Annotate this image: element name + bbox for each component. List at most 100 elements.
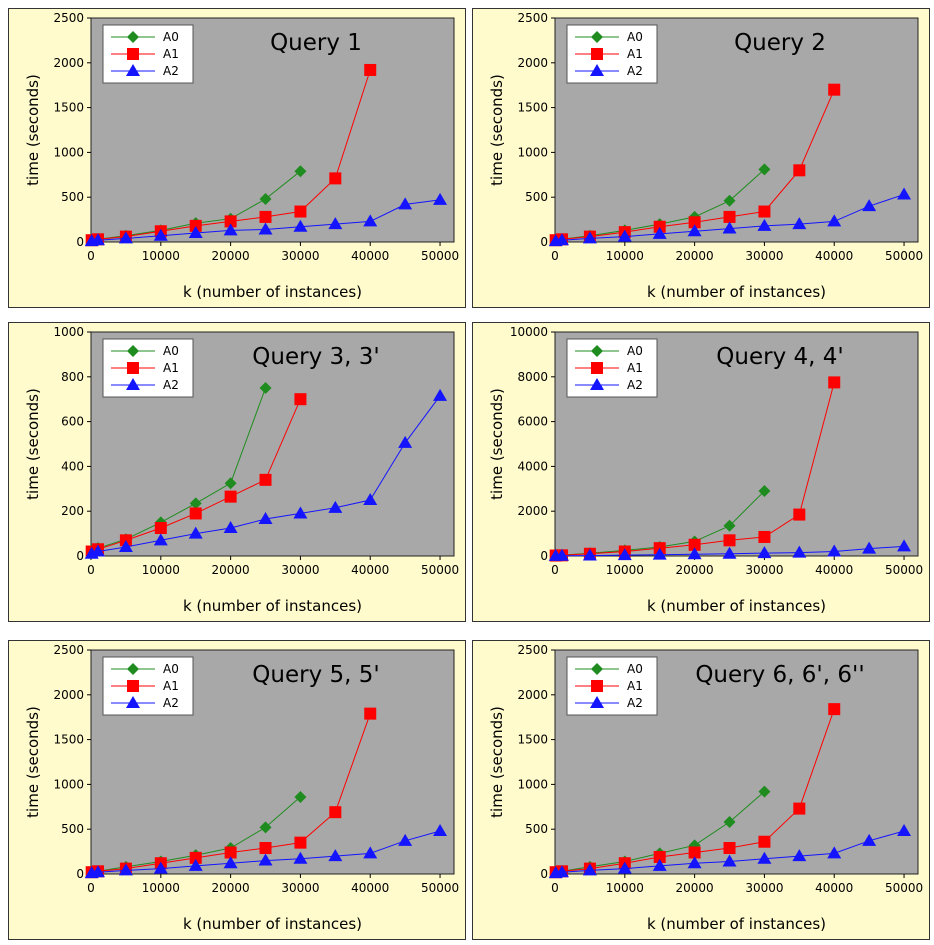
y-tick-label: 2000 xyxy=(53,688,84,702)
data-point-a1 xyxy=(688,846,701,859)
data-point-a2 xyxy=(363,493,378,505)
chart-query-1: 0 500 1000 1500 2000 2500 0 10000 20000 30000 4000… xyxy=(8,8,466,308)
data-point-a2 xyxy=(293,851,308,864)
y-tick-label: 6000 xyxy=(517,415,548,429)
chart-panel-query-6: 0 500 1000 1500 2000 2500 0 10000 20000 30000 4000… xyxy=(472,640,930,940)
data-point-a2 xyxy=(617,229,632,242)
legend-label-a1: A1 xyxy=(627,47,643,61)
x-tick-label: 30000 xyxy=(281,881,319,895)
y-tick-label: 2000 xyxy=(53,56,84,70)
y-tick-label: 1000 xyxy=(517,777,548,791)
legend-label-a2: A2 xyxy=(163,696,179,710)
x-tick-label: 50000 xyxy=(885,563,923,577)
x-tick-label: 20000 xyxy=(212,249,250,263)
x-tick-label: 50000 xyxy=(421,881,459,895)
data-point-a0 xyxy=(189,497,202,510)
y-tick-label: 0 xyxy=(540,867,548,881)
data-point-a1 xyxy=(723,210,736,223)
y-tick-label: 800 xyxy=(61,370,84,384)
data-point-a1 xyxy=(793,802,806,815)
data-point-a1 xyxy=(294,205,307,218)
y-tick-label: 1500 xyxy=(517,733,548,747)
data-point-a2 xyxy=(328,217,343,230)
legend-label-a2: A2 xyxy=(627,696,643,710)
legend-label-a2: A2 xyxy=(163,378,179,392)
data-point-a0 xyxy=(224,477,237,490)
legend-label-a1: A1 xyxy=(163,679,179,693)
x-tick-label: 10000 xyxy=(142,563,180,577)
chart-panel-query-2: 0 500 1000 1500 2000 2500 0 10000 20000 30000 4000… xyxy=(472,8,930,308)
data-point-a2 xyxy=(554,548,569,561)
data-point-a2 xyxy=(90,865,105,878)
legend-marker-a1 xyxy=(127,48,139,60)
data-point-a2 xyxy=(897,823,912,836)
data-point-a0 xyxy=(723,519,736,532)
y-tick-label: 0 xyxy=(76,549,84,563)
legend-label-a2: A2 xyxy=(627,378,643,392)
legend-label-a0: A0 xyxy=(627,344,643,358)
chart-title: Query 4, 4' xyxy=(716,344,843,370)
data-point-a1 xyxy=(688,216,701,229)
data-point-a1 xyxy=(329,806,342,819)
series-line-a1 xyxy=(91,69,371,241)
legend-label-a2: A2 xyxy=(163,64,179,78)
data-point-a2 xyxy=(258,853,273,866)
legend-marker-a1 xyxy=(591,362,603,374)
series-line-a2 xyxy=(555,194,905,242)
data-point-a2 xyxy=(258,512,273,525)
x-axis-label: k (number of instances) xyxy=(183,915,362,933)
data-point-a2 xyxy=(897,539,912,552)
data-point-a2 xyxy=(687,224,702,237)
data-point-a1 xyxy=(294,836,307,849)
data-point-a1 xyxy=(793,164,806,177)
legend-marker-a0 xyxy=(127,345,139,357)
legend-label-a0: A0 xyxy=(627,662,643,676)
x-tick-label: 0 xyxy=(87,249,95,263)
legend-label-a1: A1 xyxy=(163,361,179,375)
y-tick-label: 1000 xyxy=(517,145,548,159)
legend-marker-a0 xyxy=(127,663,139,675)
x-axis-label: k (number of instances) xyxy=(647,915,826,933)
data-point-a2 xyxy=(792,545,807,558)
series-line-a1 xyxy=(555,89,835,241)
data-point-a1 xyxy=(259,473,272,486)
data-point-a2 xyxy=(118,863,133,876)
y-tick-label: 1000 xyxy=(53,777,84,791)
x-tick-label: 20000 xyxy=(212,563,250,577)
legend-marker-a0 xyxy=(591,663,603,675)
y-tick-label: 500 xyxy=(525,822,548,836)
y-tick-label: 1500 xyxy=(53,101,84,115)
data-point-a2 xyxy=(827,846,842,859)
data-point-a2 xyxy=(223,223,238,236)
data-point-a2 xyxy=(582,548,597,561)
x-tick-label: 20000 xyxy=(676,563,714,577)
data-point-a2 xyxy=(617,548,632,561)
data-point-a1 xyxy=(224,215,237,228)
y-tick-label: 200 xyxy=(61,504,84,518)
data-point-a2 xyxy=(363,214,378,227)
x-tick-label: 0 xyxy=(551,881,559,895)
x-tick-label: 40000 xyxy=(351,249,389,263)
x-axis-label: k (number of instances) xyxy=(183,283,362,301)
data-point-a2 xyxy=(862,541,877,554)
x-tick-label: 20000 xyxy=(676,249,714,263)
legend-marker-a0 xyxy=(591,345,603,357)
data-point-a2 xyxy=(328,849,343,862)
data-point-a1 xyxy=(723,534,736,547)
series-line-a1 xyxy=(555,382,835,557)
y-tick-label: 400 xyxy=(61,459,84,473)
data-point-a1 xyxy=(259,842,272,855)
y-tick-label: 2000 xyxy=(517,56,548,70)
data-point-a2 xyxy=(652,547,667,560)
x-tick-label: 20000 xyxy=(212,881,250,895)
legend-label-a1: A1 xyxy=(627,679,643,693)
series-line-a2 xyxy=(91,199,441,242)
y-axis-label: time (seconds) xyxy=(24,74,42,186)
y-tick-label: 1500 xyxy=(53,733,84,747)
x-tick-label: 40000 xyxy=(815,249,853,263)
data-point-a2 xyxy=(153,861,168,874)
series-line-a1 xyxy=(91,713,371,873)
x-tick-label: 40000 xyxy=(815,563,853,577)
data-point-a2 xyxy=(433,823,448,836)
data-point-a0 xyxy=(294,165,307,178)
